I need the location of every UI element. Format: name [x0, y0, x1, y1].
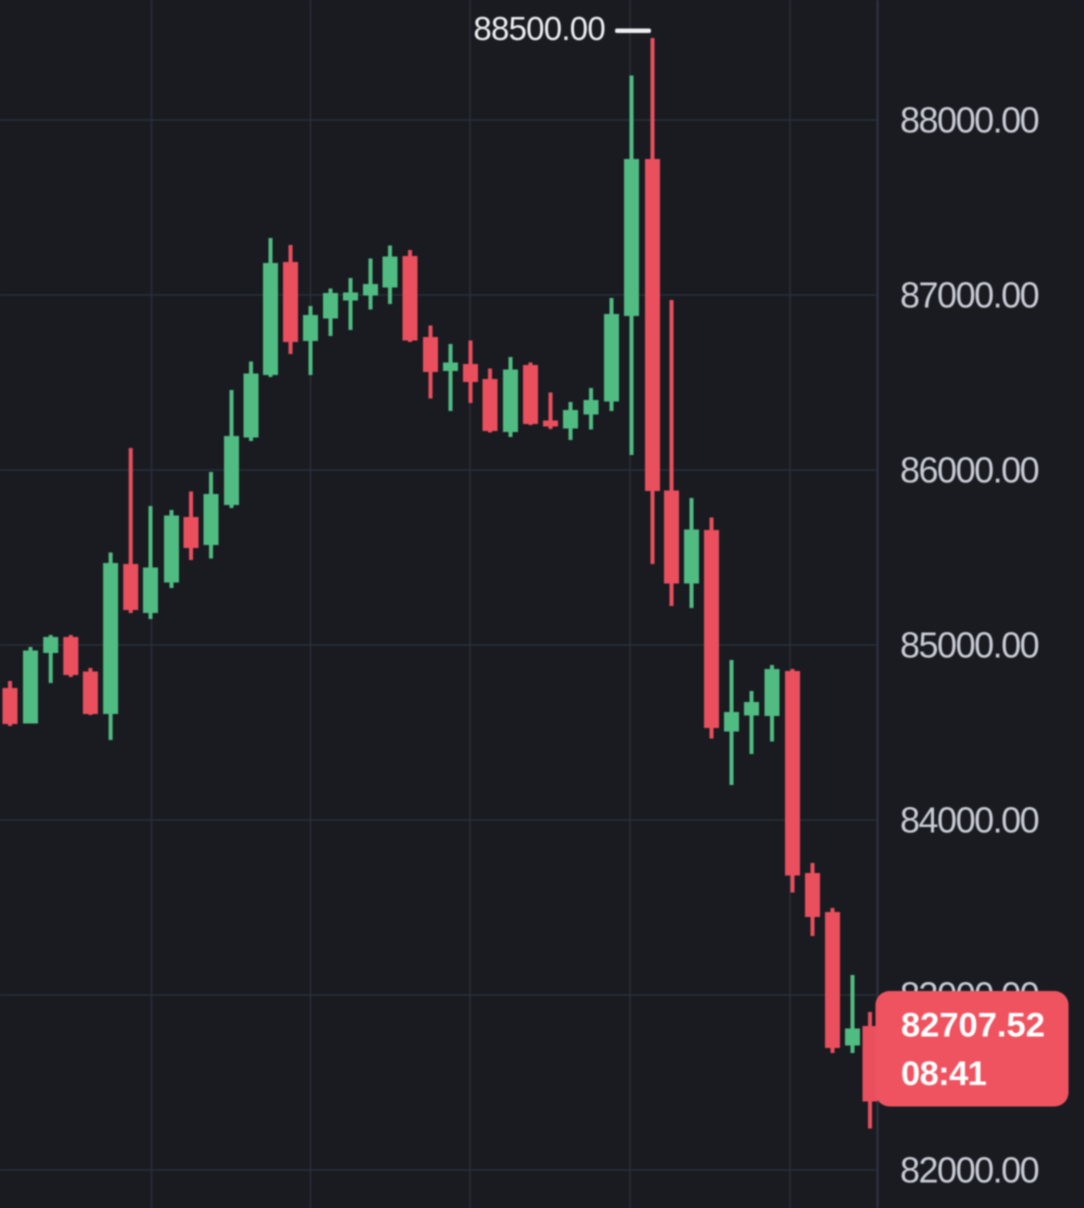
svg-text:82707.52: 82707.52	[901, 1007, 1045, 1045]
svg-text:85000.00: 85000.00	[900, 625, 1039, 666]
svg-text:88000.00: 88000.00	[900, 100, 1039, 141]
svg-text:82000.00: 82000.00	[900, 1150, 1039, 1191]
svg-text:86000.00: 86000.00	[900, 450, 1039, 491]
svg-text:84000.00: 84000.00	[900, 800, 1039, 841]
svg-text:08:41: 08:41	[901, 1055, 987, 1093]
svg-text:87000.00: 87000.00	[900, 275, 1039, 316]
svg-text:88500.00: 88500.00	[473, 10, 605, 47]
